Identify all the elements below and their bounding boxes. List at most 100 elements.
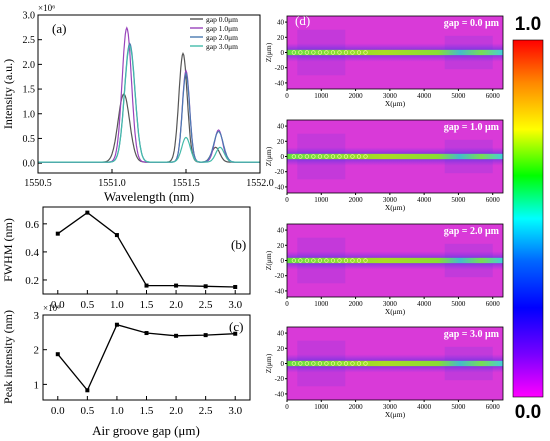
colorbar-min-label: 0.0 <box>515 402 541 423</box>
heatmap-groove-marker <box>363 50 368 55</box>
panel-a-ytick-label: 2.0 <box>23 60 36 71</box>
panel-c-xtick-label: 0.5 <box>80 405 94 417</box>
heatmap-xtick-label: 4000 <box>417 196 432 204</box>
heatmap-groove-marker <box>350 154 355 159</box>
panel-c-marker <box>233 331 238 336</box>
heatmap-groove-marker <box>343 258 349 263</box>
panel-c-ylabel: Peak intensity (nm) <box>1 310 15 404</box>
panel-a-ytick-label: 1.0 <box>23 109 36 120</box>
heatmap-groove-marker <box>363 258 368 263</box>
heatmap-groove-marker <box>350 258 355 263</box>
heatmap-beam-core <box>287 360 503 367</box>
heatmap-ytick-label: 20 <box>277 34 285 42</box>
panel-a-xlabel: Wavelength (nm) <box>104 189 194 204</box>
panel-c-xtick-label: 1.0 <box>110 405 124 417</box>
heatmap-xtick-label: 4000 <box>417 92 432 100</box>
panel-a-legend-label: gap 1.0μm <box>206 24 238 33</box>
heatmap-groove-marker <box>330 258 336 263</box>
heatmap-groove-marker <box>350 361 355 366</box>
panel-b-marker <box>174 283 179 288</box>
heatmap-groove-marker <box>343 50 349 55</box>
heatmap-xtick-label: 6000 <box>486 300 501 308</box>
panel-b-xtick-label: 0.0 <box>51 299 65 311</box>
panel-b-marker <box>85 210 90 215</box>
heatmap-gap-label: gap = 3.0 μm <box>444 329 500 340</box>
panel-a: 1550.5 1551.0 1551.5 1552.0 0.0 0.5 1.0 1.5 2.0 2… <box>1 3 274 204</box>
panel-a-xtick-label: 1552.0 <box>246 178 274 189</box>
panel-a-lines <box>38 26 260 163</box>
heatmap-groove-marker <box>311 258 316 263</box>
heatmap-gap-label: gap = 0.0 μm <box>444 18 500 29</box>
heatmap-xtick-label: 1000 <box>314 196 329 204</box>
heatmap-ytick-label: -20 <box>275 64 285 72</box>
panel-c-ytick-label: 1 <box>34 379 40 391</box>
panel-b-xtick-label: 2.0 <box>169 299 183 311</box>
heatmap-ytick-label: 20 <box>277 138 285 146</box>
heatmap-ylabel: Z(μm) <box>264 42 273 62</box>
heatmap-xtick-label: 5000 <box>451 196 466 204</box>
panel-c-xlabel: Air groove gap (μm) <box>92 423 200 438</box>
panel-b: 0.0 0.5 1.0 1.5 2.0 2.5 3.0 0.2 0.4 0.6 (b) FWHM … <box>1 206 251 311</box>
panel-b-marker <box>203 284 208 289</box>
heatmap-groove-marker <box>356 258 362 263</box>
heatmap-groove-marker <box>330 154 336 159</box>
heatmap-ytick-label: 40 <box>277 330 285 338</box>
heatmap-groove-marker <box>324 154 329 159</box>
heatmap-groove-marker <box>363 154 368 159</box>
heatmap-groove-marker <box>350 50 355 55</box>
panel-a-ytick-label: 0.0 <box>23 159 36 170</box>
panel-c-marker <box>144 331 149 336</box>
heatmap-1: 0 1000 2000 3000 4000 5000 6000 40 20 0 -20 -40 X(μm… <box>264 119 504 212</box>
panel-a-multiplier: ×10⁶ <box>38 3 55 13</box>
panel-b-ytick-label: 0.4 <box>25 247 39 259</box>
panel-b-marker <box>144 283 149 288</box>
heatmap-groove-marker <box>356 154 362 159</box>
panel-a-ytick-label: 0.5 <box>23 134 36 145</box>
heatmap-groove-marker <box>317 361 323 366</box>
panel-a-label: (a) <box>52 21 66 36</box>
heatmap-2: 0 1000 2000 3000 4000 5000 6000 40 20 0 -20 -40 X(μm… <box>264 223 504 316</box>
heatmap-xlabel: X(μm) <box>385 307 406 316</box>
heatmap-xtick-label: 0 <box>285 196 289 204</box>
heatmap-ytick-label: -40 <box>275 287 285 295</box>
heatmap-ytick-label: -20 <box>275 168 285 176</box>
heatmap-groove-marker <box>324 50 329 55</box>
heatmap-xtick-label: 4000 <box>417 300 432 308</box>
colorbar: 1.0 0.0 <box>512 14 544 423</box>
panel-c-ticks: 0.0 0.5 1.0 1.5 2.0 2.5 3.0 1 2 3 <box>34 310 243 417</box>
heatmap-groove-marker <box>304 154 309 159</box>
heatmap-xtick-label: 2000 <box>349 403 364 411</box>
heatmap-ylabel: Z(μm) <box>264 353 273 373</box>
heatmap-groove-marker <box>337 258 342 263</box>
heatmap-ytick-label: -20 <box>275 272 285 280</box>
heatmap-groove-marker <box>337 361 342 366</box>
heatmap-groove-marker <box>330 50 336 55</box>
heatmap-xtick-label: 1000 <box>314 403 329 411</box>
heatmap-groove-marker <box>291 154 296 159</box>
heatmap-groove-marker <box>356 50 362 55</box>
heatmap-beam-core <box>287 257 503 264</box>
heatmap-ytick-label: 0 <box>281 257 285 265</box>
heatmap-0: 0 1000 2000 3000 4000 5000 6000 40 20 0 -20 -40 X(μm… <box>264 15 504 108</box>
panel-a-xtick-label: 1550.5 <box>24 178 52 189</box>
panel-a-legend-label: gap 0.0μm <box>206 15 238 24</box>
heatmap-groove-marker <box>363 361 368 366</box>
heatmap-groove-marker <box>298 50 303 55</box>
panel-d: 0 1000 2000 3000 4000 5000 600040200-20-40X(μm… <box>264 15 504 419</box>
heatmap-ytick-label: 0 <box>281 49 285 57</box>
heatmap-groove-marker <box>291 50 296 55</box>
heatmap-groove-marker <box>291 361 296 366</box>
panel-a-frame <box>37 14 261 174</box>
panel-b-marker <box>233 284 238 289</box>
heatmap-groove-marker <box>330 361 336 366</box>
panel-c-ytick-label: 3 <box>34 310 40 322</box>
heatmap-xtick-label: 2000 <box>349 92 364 100</box>
panel-b-label: (b) <box>231 237 246 252</box>
heatmap-xtick-label: 0 <box>285 403 289 411</box>
heatmap-xtick-label: 5000 <box>451 92 466 100</box>
heatmap-xtick-label: 6000 <box>486 196 501 204</box>
panel-c-xtick-label: 1.5 <box>140 405 154 417</box>
panel-c-label: (c) <box>229 319 243 334</box>
heatmap-gap-label: gap = 2.0 μm <box>444 226 500 237</box>
